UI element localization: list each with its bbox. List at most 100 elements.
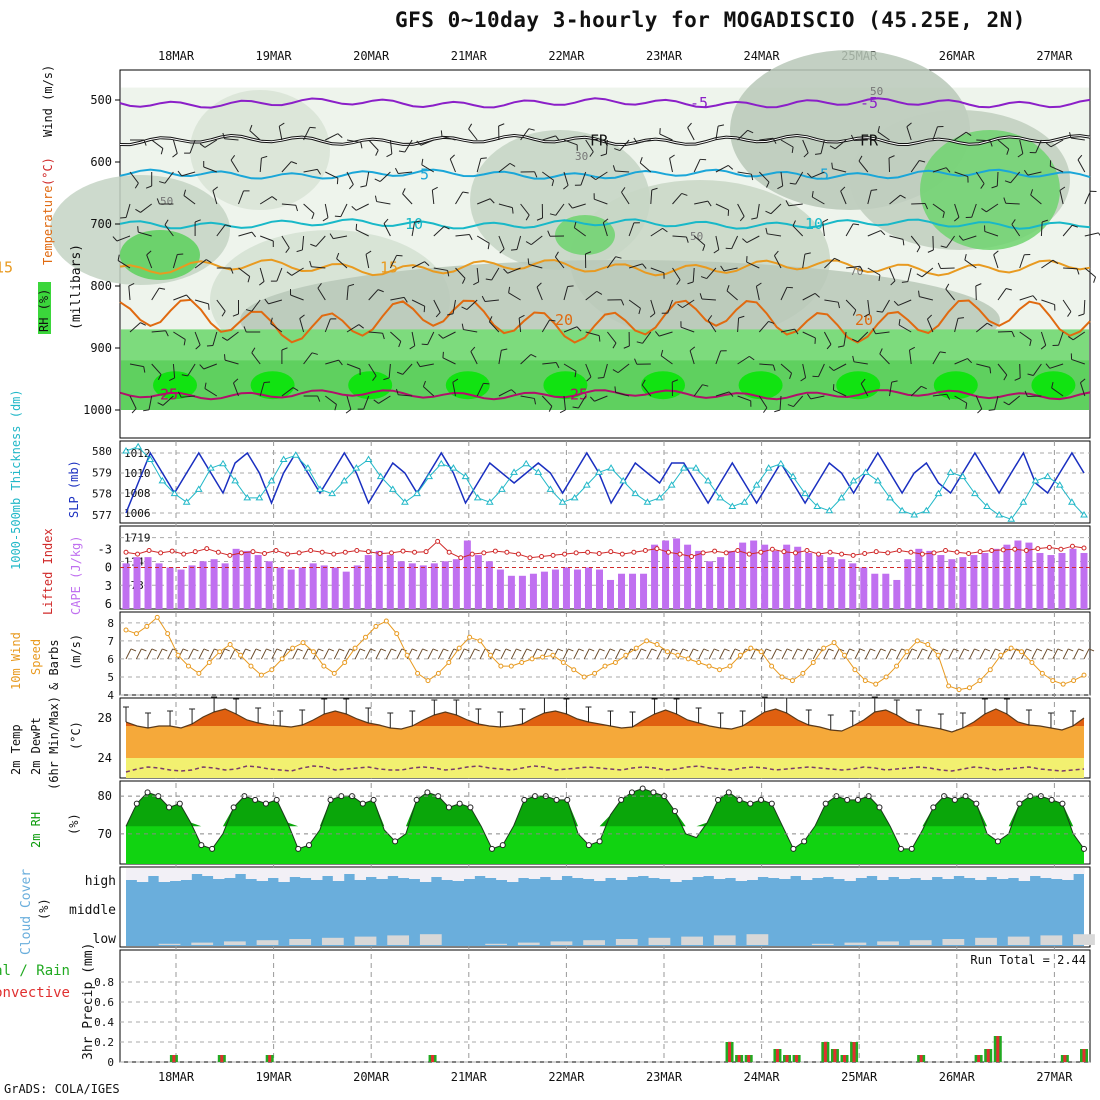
upper-wind-barb-staff [301, 235, 305, 250]
li-point [573, 550, 579, 556]
thickness-point [704, 476, 712, 484]
upper-wind-barb [518, 314, 525, 333]
thickness-point [473, 493, 482, 501]
wind-speed-point [592, 670, 598, 676]
isotherm-line [119, 218, 1091, 230]
precip-conv-label: Convective [0, 985, 70, 1001]
thickness-point [886, 493, 894, 501]
slp-tick-label: 1012 [124, 447, 151, 460]
surface-wind-barb [271, 648, 278, 660]
wind-speed-point [529, 656, 535, 662]
rh-point [725, 789, 732, 796]
cape-bar [276, 567, 284, 609]
upper-wind-barb-flag [164, 219, 169, 226]
upper-wind-barb-staff [452, 382, 456, 397]
upper-wind-barb-flag [742, 238, 748, 243]
upper-wind-barb-flag [888, 155, 895, 159]
upper-wind-barb-staff [563, 395, 566, 410]
li-point [942, 547, 948, 553]
surface-wind-barb [635, 648, 642, 660]
upper-wind-barb [238, 267, 251, 283]
upper-wind-barb-staff [756, 203, 760, 218]
upper-wind-barb-staff [281, 235, 290, 249]
upper-wind-barb-staff [563, 326, 578, 333]
cloud-high-gap [463, 868, 475, 879]
upper-wind-barb [780, 139, 794, 154]
upper-wind-barb [223, 354, 239, 365]
upper-wind-barb-flag [549, 319, 556, 322]
upper-wind-barb [1019, 254, 1031, 269]
upper-wind-barb [455, 234, 473, 241]
thickness-point [558, 498, 567, 505]
upper-wind-barb-flag [840, 186, 846, 192]
thickness-point [207, 464, 215, 471]
upper-wind-barb [368, 363, 377, 381]
cloud-high-gap [289, 868, 301, 877]
li-point [596, 551, 602, 557]
upper-wind-barb-staff [758, 395, 768, 409]
upper-wind-barb-staff [398, 394, 413, 397]
surface-wind-barb [448, 648, 455, 660]
wind-speed-point [727, 663, 733, 669]
cape-bar [695, 550, 703, 609]
upper-wind-barb-flag [278, 122, 285, 127]
isotherm-label: 20 [855, 311, 873, 329]
li-point [608, 549, 614, 555]
upper-wind-barb-flag [291, 161, 298, 165]
surface-wind-barb [703, 648, 709, 652]
upper-wind-barb [281, 161, 298, 173]
cape-bar [397, 561, 405, 609]
upper-wind-barb-flag [878, 274, 881, 282]
wind-speed-point [456, 645, 462, 651]
upper-wind-barb-flag [1017, 153, 1024, 158]
upper-wind-barb [510, 235, 522, 251]
upper-wind-barb [612, 165, 630, 173]
wind-speed-point [654, 641, 660, 647]
upper-wind-barb-staff [203, 166, 217, 173]
surface-wind-barb [521, 648, 528, 660]
upper-wind-barb-flag [204, 382, 207, 389]
wind-speed-point [675, 652, 681, 658]
upper-wind-barb-staff [889, 267, 896, 282]
surface-wind-barb [729, 648, 736, 660]
surface-wind-barb [370, 648, 376, 652]
wind-axis-label: Speed [29, 639, 43, 675]
upper-wind-barb [503, 267, 521, 274]
upper-wind-barb-staff [251, 352, 261, 365]
upper-wind-barb-staff [605, 139, 608, 155]
cape-bar [463, 540, 471, 609]
cape-bar [507, 575, 515, 609]
upper-wind-barb-flag [208, 303, 210, 310]
li-point [619, 551, 625, 557]
upper-wind-barb-flag [470, 346, 476, 352]
precip-convective-bar [747, 1055, 751, 1062]
upper-wind-barb-flag [360, 185, 367, 188]
upper-wind-barb-staff [824, 299, 839, 303]
upper-wind-barb [449, 154, 456, 173]
cloud-high-gap [833, 868, 845, 879]
wind-speed-point [946, 683, 952, 689]
wind-speed-point [519, 660, 525, 666]
upper-wind-barb-flag [763, 407, 768, 413]
li-point [1081, 545, 1087, 551]
surface-wind-barb [583, 648, 590, 660]
rh-point [973, 800, 980, 807]
upper-wind-barb-flag [199, 364, 205, 370]
li-point [816, 551, 822, 557]
thickness-point [922, 506, 931, 514]
upper-wind-barb [993, 250, 999, 269]
thickness-point [146, 455, 155, 463]
x-tick-bottom: 25MAR [841, 1070, 878, 1084]
upper-wind-barb [607, 331, 617, 349]
li-point [700, 550, 706, 556]
upper-wind-barb-flag [511, 207, 514, 214]
upper-wind-barb-flag [258, 281, 265, 286]
upper-wind-barb [1019, 331, 1032, 346]
surface-wind-barb [312, 648, 319, 660]
cloud-high-gap [474, 868, 486, 876]
upper-wind-barb-staff [491, 267, 500, 281]
upper-wind-barb-flag [612, 165, 616, 172]
upper-wind-barb [386, 139, 393, 158]
upper-wind-barb-staff [1084, 267, 1096, 278]
upper-wind-barb-staff [1084, 232, 1099, 237]
